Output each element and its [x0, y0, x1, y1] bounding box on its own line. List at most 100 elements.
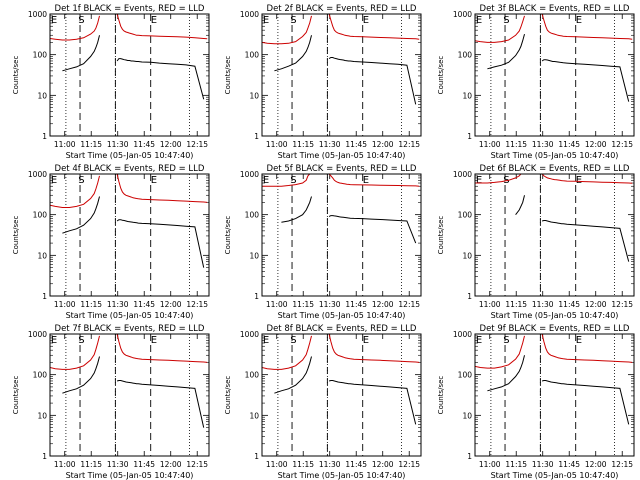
- lld-series-line: [116, 14, 208, 40]
- lld-series-line: [541, 174, 633, 184]
- y-tick-label: 10: [249, 251, 259, 260]
- x-tick-label: 11:45: [345, 140, 367, 149]
- marker-label: E: [576, 335, 582, 346]
- lld-series-line: [50, 335, 100, 370]
- x-tick-label: 11:45: [558, 140, 580, 149]
- lld-series-line: [50, 15, 100, 41]
- marker-label: E: [363, 175, 369, 186]
- x-tick-label: 11:45: [133, 460, 155, 469]
- plot-area: [50, 174, 208, 268]
- lld-series-line: [116, 334, 208, 363]
- y-axis-label: Counts/sec: [224, 56, 232, 95]
- x-axis-label: Start Time (05-Jan-05 10:47:40): [491, 471, 619, 480]
- plot-area: [475, 334, 633, 425]
- y-tick-label: 1: [42, 292, 47, 301]
- marker-label: E: [51, 335, 57, 346]
- x-axis-label: Start Time (05-Jan-05 10:47:40): [491, 151, 619, 160]
- x-tick-label: 11:00: [266, 300, 288, 309]
- detector-panel-2: Det 2f BLACK = Events, RED = LLD Counts/s…: [224, 4, 422, 160]
- plot-frame: [261, 173, 422, 297]
- y-tick-label: 100: [245, 371, 260, 380]
- lld-series-line: [475, 15, 525, 43]
- y-tick-label: 10: [249, 411, 259, 420]
- x-tick-label: 11:30: [319, 460, 341, 469]
- detector-panel-1: Det 1f BLACK = Events, RED = LLD Counts/s…: [12, 4, 210, 160]
- plot-area: [475, 174, 633, 262]
- chart-title: Det 1f BLACK = Events, RED = LLD: [55, 4, 205, 14]
- plot-frame: [474, 13, 635, 137]
- x-tick-label: 11:00: [54, 140, 76, 149]
- lld-series-line: [541, 334, 633, 363]
- y-tick-label: 100: [458, 51, 473, 60]
- marker-label: S: [290, 175, 296, 186]
- x-tick-label: 12:00: [372, 460, 394, 469]
- y-tick-label: 1: [42, 132, 47, 141]
- x-tick-label: 11:45: [558, 300, 580, 309]
- x-tick-label: 11:45: [345, 300, 367, 309]
- x-tick-label: 12:15: [186, 300, 208, 309]
- plot-area: [475, 14, 633, 102]
- lld-series-line: [475, 174, 525, 184]
- y-tick-label: 100: [33, 211, 48, 220]
- y-tick-label: 10: [37, 411, 47, 420]
- chart-title: Det 9f BLACK = Events, RED = LLD: [480, 324, 630, 334]
- y-axis-label: Counts/sec: [12, 56, 20, 95]
- y-axis-label: Counts/sec: [224, 376, 232, 415]
- x-axis-label: Start Time (05-Jan-05 10:47:40): [278, 471, 406, 480]
- detector-panel-7: Det 7f BLACK = Events, RED = LLD Counts/s…: [12, 324, 210, 480]
- lld-series-line: [50, 175, 100, 208]
- marker-label: E: [51, 175, 57, 186]
- events-series-line: [116, 219, 205, 268]
- x-tick-label: 11:30: [319, 140, 341, 149]
- chart-title: Det 4f BLACK = Events, RED = LLD: [55, 164, 205, 174]
- lld-series-line: [328, 334, 420, 363]
- marker-label: E: [151, 335, 157, 346]
- events-series-line: [487, 33, 525, 70]
- plot-frame: [474, 333, 635, 457]
- chart-title: Det 6f BLACK = Events, RED = LLD: [480, 164, 630, 174]
- x-tick-label: 11:00: [54, 300, 76, 309]
- events-series-line: [328, 380, 417, 425]
- x-tick-label: 11:15: [292, 460, 314, 469]
- x-tick-label: 12:15: [611, 460, 633, 469]
- marker-label: E: [363, 15, 369, 26]
- x-tick-label: 11:45: [133, 140, 155, 149]
- y-axis-label: Counts/sec: [437, 56, 445, 95]
- x-axis-label: Start Time (05-Jan-05 10:47:40): [66, 311, 194, 320]
- marker-label: E: [476, 335, 482, 346]
- y-tick-label: 1: [254, 452, 259, 461]
- plot-frame: [49, 333, 210, 457]
- x-tick-label: 11:45: [558, 460, 580, 469]
- marker-label: E: [263, 15, 269, 26]
- y-tick-label: 100: [33, 371, 48, 380]
- y-tick-label: 1: [467, 292, 472, 301]
- y-tick-label: 10: [249, 91, 259, 100]
- events-series-line: [62, 35, 100, 72]
- x-tick-label: 11:00: [54, 460, 76, 469]
- events-series-line: [116, 380, 205, 428]
- x-tick-label: 12:00: [372, 300, 394, 309]
- y-tick-label: 1000: [240, 10, 259, 19]
- x-tick-label: 11:15: [292, 300, 314, 309]
- marker-label: E: [263, 175, 269, 186]
- y-tick-label: 100: [245, 211, 260, 220]
- events-series-line: [116, 58, 205, 100]
- marker-label: E: [151, 175, 157, 186]
- y-axis-label: Counts/sec: [224, 216, 232, 255]
- lld-series-line: [262, 15, 312, 45]
- marker-label: S: [290, 15, 296, 26]
- lld-series-line: [328, 14, 420, 40]
- x-tick-label: 12:15: [186, 460, 208, 469]
- plot-frame: [474, 173, 635, 297]
- marker-label: E: [576, 175, 582, 186]
- x-tick-label: 11:15: [80, 140, 102, 149]
- marker-label: E: [476, 175, 482, 186]
- marker-label: S: [290, 335, 296, 346]
- x-tick-label: 12:00: [585, 460, 607, 469]
- y-tick-label: 1000: [240, 330, 259, 339]
- plot-frame: [49, 13, 210, 137]
- events-series-line: [274, 35, 312, 72]
- marker-label: S: [78, 335, 84, 346]
- y-tick-label: 1: [467, 132, 472, 141]
- events-series-line: [281, 196, 312, 223]
